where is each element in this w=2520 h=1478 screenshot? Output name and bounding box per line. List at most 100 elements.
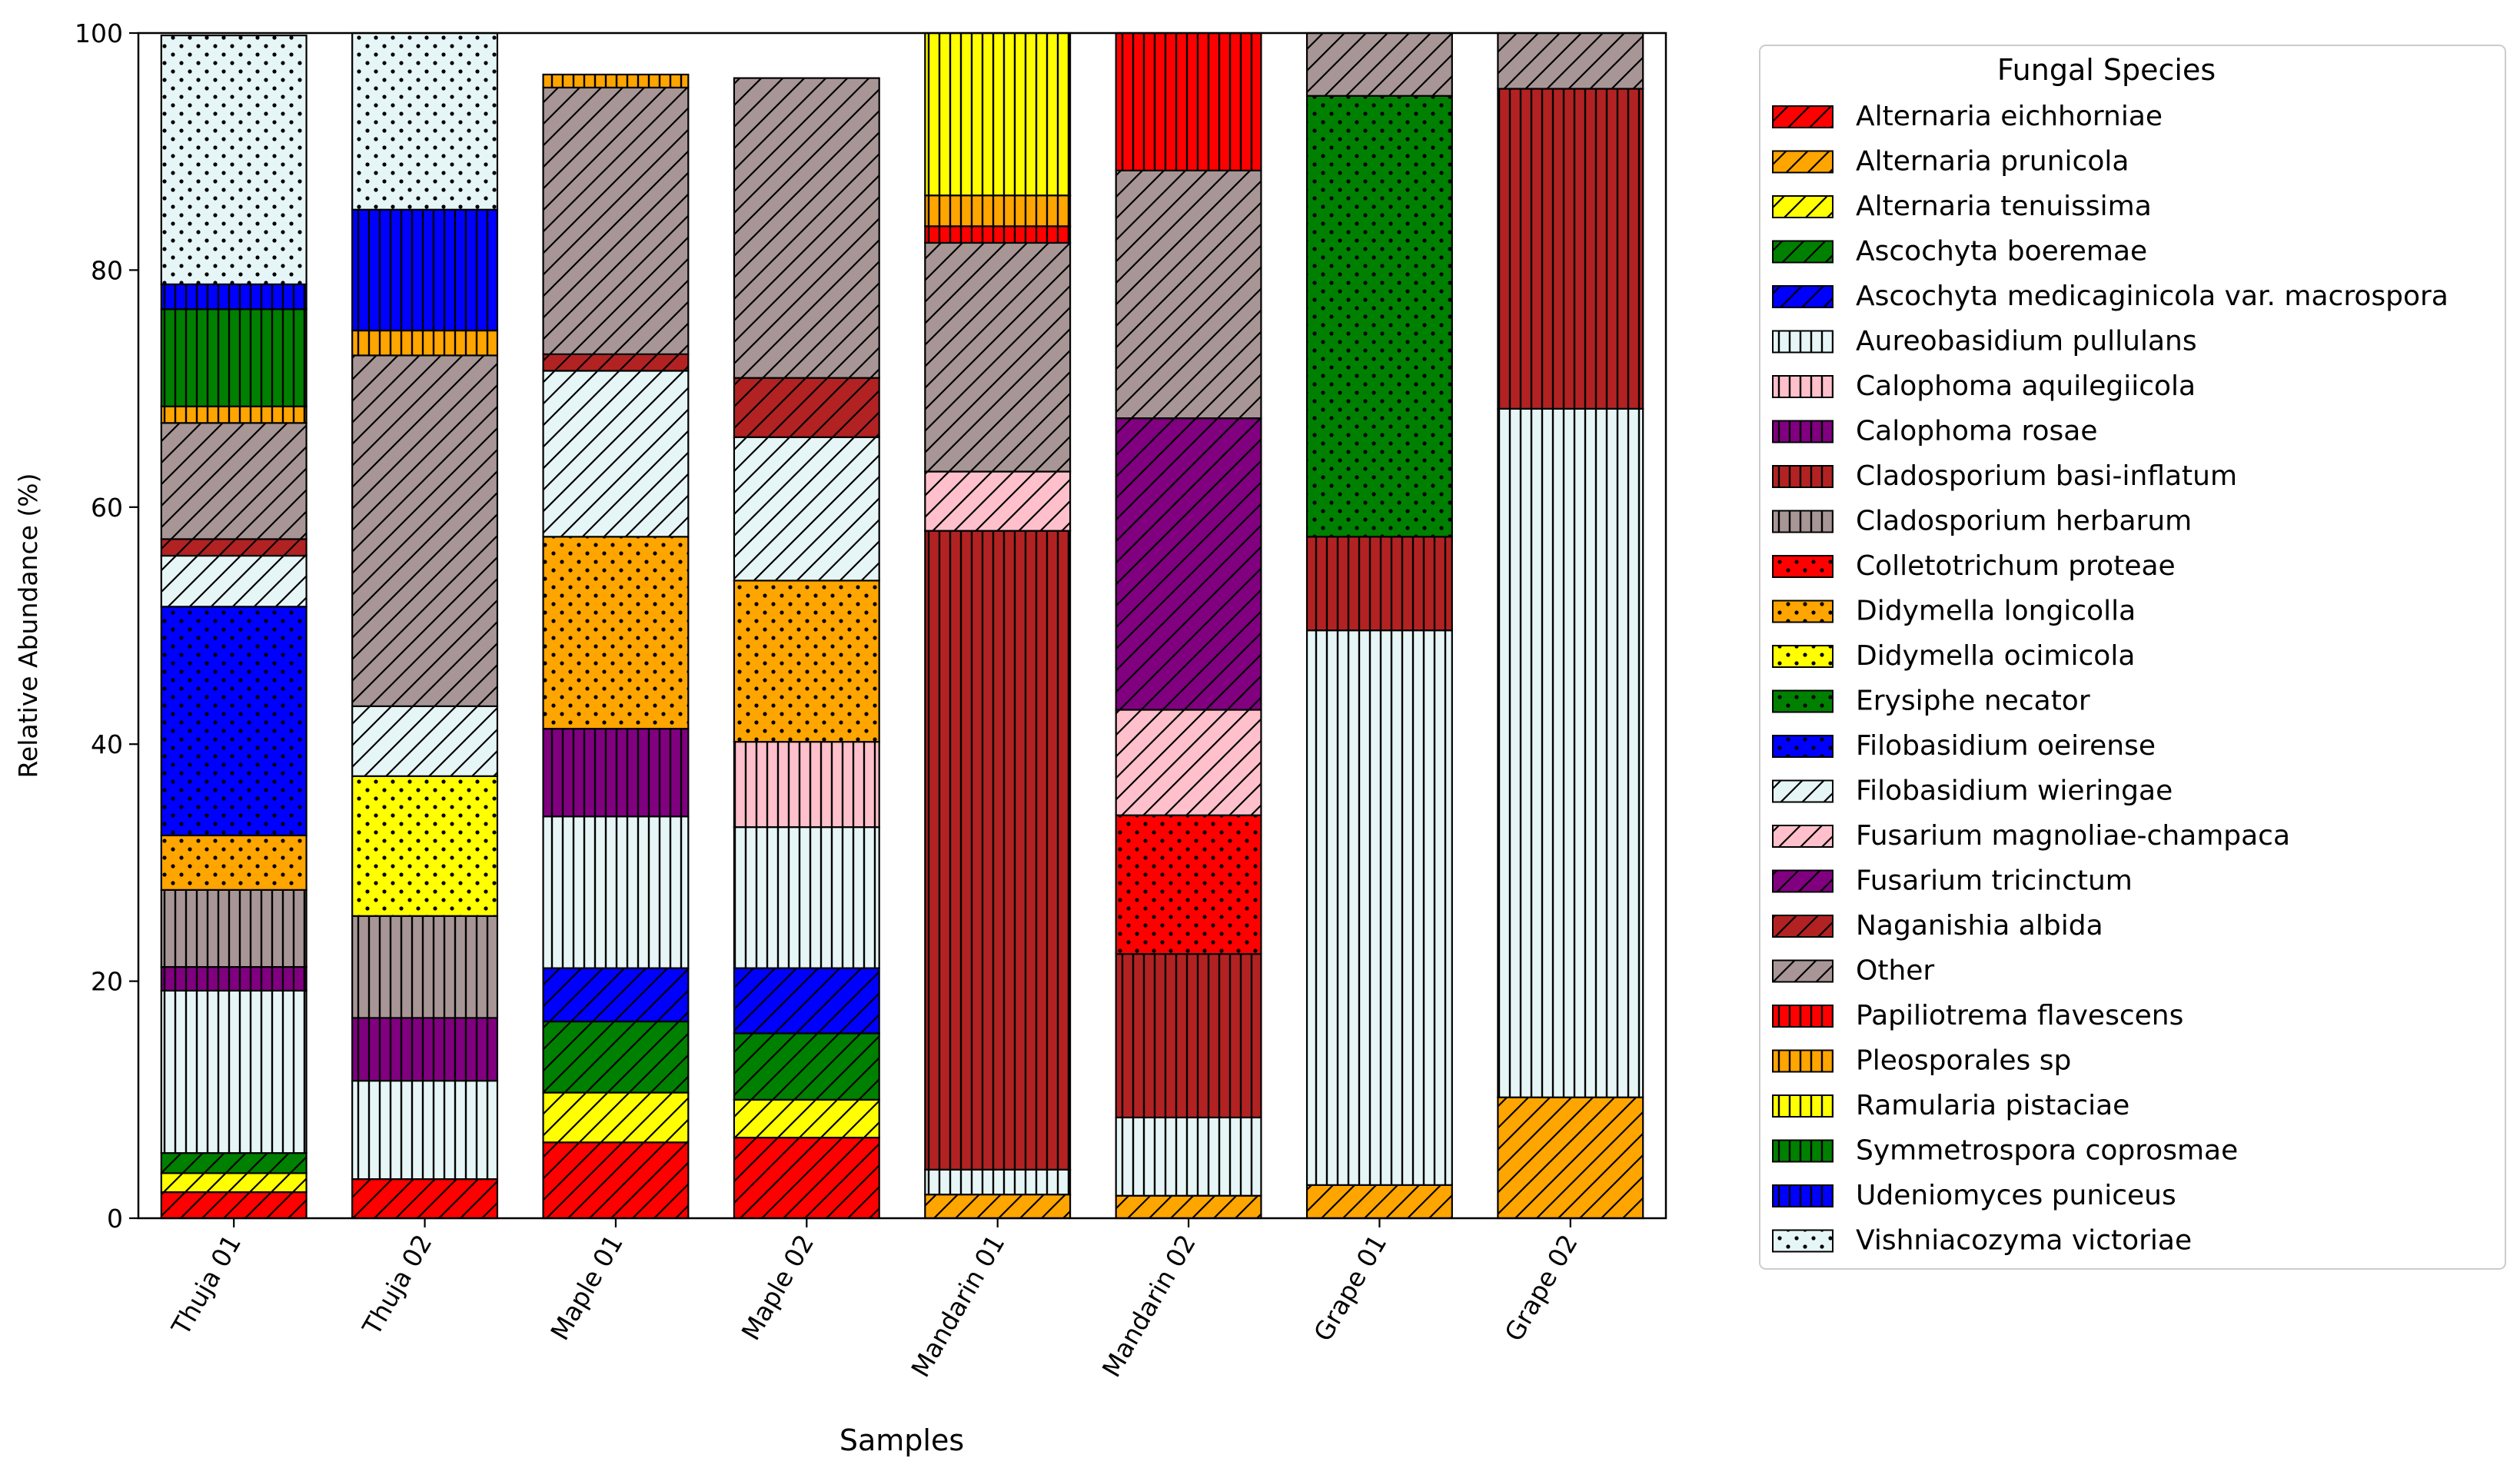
bar-segment-maple-02-calophoma-aquilegiicola xyxy=(733,741,880,829)
legend-swatch xyxy=(1772,465,1833,488)
legend-swatch xyxy=(1772,1139,1833,1163)
legend-label: Erysiphe necator xyxy=(1856,686,2090,717)
bar-segment-mandarin-01-aureobasidium-pullulans xyxy=(924,1168,1072,1196)
legend-label: Fusarium tricinctum xyxy=(1856,865,2133,897)
legend-swatch xyxy=(1772,689,1833,713)
bar-segment-mandarin-01-cladosporium-basi-inflatum xyxy=(924,530,1072,1171)
legend-item-cladosporium-herbarum: Cladosporium herbarum xyxy=(1772,506,2192,537)
bar-segment-thuja-02-filobasidium-wieringae xyxy=(351,705,499,777)
x-tick-label-maple-01: Maple 01 xyxy=(544,1230,629,1346)
legend-item-vishniacozyma-victoriae: Vishniacozyma victoriae xyxy=(1772,1225,2192,1257)
legend-swatch xyxy=(1772,1184,1833,1207)
bar-segment-grape-02-aureobasidium-pullulans xyxy=(1497,407,1644,1098)
bar-segment-mandarin-01-alternaria-prunicola xyxy=(924,1194,1072,1220)
legend-label: Naganishia albida xyxy=(1856,910,2103,942)
bar-segment-maple-02-other xyxy=(733,77,880,379)
legend-swatch xyxy=(1772,330,1833,354)
legend-item-cladosporium-basi-inflatum: Cladosporium basi-inflatum xyxy=(1772,460,2237,492)
bar-segment-maple-01-aureobasidium-pullulans xyxy=(542,815,690,969)
legend-item-fusarium-magnoliae-champaca: Fusarium magnoliae-champaca xyxy=(1772,820,2290,852)
bar-segment-mandarin-01-pleosporales-sp xyxy=(924,194,1072,228)
legend-swatch xyxy=(1772,1005,1833,1028)
plot-frame xyxy=(137,32,1667,1220)
legend-item-other: Other xyxy=(1772,955,1934,987)
legend-item-udeniomyces-puniceus: Udeniomyces puniceus xyxy=(1772,1180,2176,1211)
bar-segment-mandarin-01-papiliotrema-flavescens xyxy=(924,225,1072,244)
bar-stack-mandarin-01 xyxy=(924,32,1072,1220)
legend-swatch xyxy=(1772,510,1833,533)
legend-label: Symmetrospora coprosmae xyxy=(1856,1135,2238,1167)
x-tick-label-mandarin-02: Mandarin 02 xyxy=(1096,1230,1202,1383)
bar-segment-mandarin-02-cladosporium-basi-inflatum xyxy=(1115,953,1262,1119)
legend-swatch xyxy=(1772,195,1833,218)
bar-segment-mandarin-02-aureobasidium-pullulans xyxy=(1115,1116,1262,1197)
x-tick-label-maple-02: Maple 02 xyxy=(736,1230,820,1346)
legend-swatch xyxy=(1772,1229,1833,1253)
legend-swatch xyxy=(1772,825,1833,848)
y-tick-label: 100 xyxy=(75,18,123,48)
bar-segment-grape-01-aureobasidium-pullulans xyxy=(1305,629,1453,1186)
legend-label: Vishniacozyma victoriae xyxy=(1856,1225,2192,1257)
legend-item-calophoma-rosae: Calophoma rosae xyxy=(1772,416,2098,447)
legend-swatch xyxy=(1772,375,1833,398)
x-axis: Thuja 01 Thuja 02 Maple 01 Maple 02 Mandarin… xyxy=(165,1218,1584,1382)
bar-segment-maple-01-alternaria-tenuissima xyxy=(542,1091,690,1144)
legend-swatch xyxy=(1772,105,1833,128)
bar-segment-mandarin-01-ramularia-pistaciae xyxy=(924,32,1072,197)
bar-segment-maple-01-didymella-longicolla xyxy=(542,536,690,730)
legend-label: Papiliotrema flavescens xyxy=(1856,1000,2183,1031)
bar-segment-maple-01-ascochyta-boeremae xyxy=(542,1020,690,1094)
legend-item-pleosporales-sp: Pleosporales sp xyxy=(1772,1045,2071,1077)
bar-segment-thuja-01-udeniomyces-puniceus xyxy=(160,283,308,311)
bar-stack-mandarin-02 xyxy=(1115,32,1262,1220)
legend-item-alternaria-prunicola: Alternaria prunicola xyxy=(1772,146,2129,178)
legend-label: Ascochyta boeremae xyxy=(1856,236,2147,267)
bar-stack-grape-02 xyxy=(1497,32,1644,1220)
x-tick-label-thuja-02: Thuja 02 xyxy=(356,1230,437,1341)
legend-label: Ascochyta medicaginicola var. macrospora xyxy=(1856,281,2449,312)
legend-label: Ramularia pistaciae xyxy=(1856,1090,2129,1121)
legend-swatch xyxy=(1772,959,1833,983)
bar-stack-maple-01 xyxy=(542,73,690,1220)
bar-segment-thuja-02-aureobasidium-pullulans xyxy=(351,1080,499,1181)
legend-swatch xyxy=(1772,150,1833,174)
legend-item-naganishia-albida: Naganishia albida xyxy=(1772,910,2103,942)
bar-segment-thuja-02-cladosporium-herbarum xyxy=(351,915,499,1019)
bar-segment-thuja-02-didymella-ocimicola xyxy=(351,775,499,917)
bar-segment-maple-01-calophoma-rosae xyxy=(542,728,690,818)
legend-item-ramularia-pistaciae: Ramularia pistaciae xyxy=(1772,1090,2129,1121)
legend-swatch xyxy=(1772,1049,1833,1073)
legend-label: Pleosporales sp xyxy=(1856,1045,2071,1077)
bar-segment-mandarin-02-papiliotrema-flavescens xyxy=(1115,32,1262,171)
legend-label: Didymella longicolla xyxy=(1856,596,2136,627)
bar-segment-maple-02-alternaria-tenuissima xyxy=(733,1098,880,1139)
bar-segment-maple-01-alternaria-eichhorniae xyxy=(542,1141,690,1220)
bar-segment-thuja-02-calophoma-rosae xyxy=(351,1017,499,1082)
legend-label: Calophoma aquilegiicola xyxy=(1856,370,2196,402)
bar-segment-thuja-01-ascochyta-boeremae xyxy=(160,1152,308,1174)
y-tick-label: 20 xyxy=(91,967,123,997)
legend: Fungal Species Alternaria eichhorniaeAlt… xyxy=(1759,45,2506,1270)
legend-swatch xyxy=(1772,779,1833,803)
bar-segment-grape-02-other xyxy=(1497,32,1644,90)
bar-segment-maple-01-filobasidium-wieringae xyxy=(542,370,690,538)
legend-label: Alternaria tenuissima xyxy=(1856,191,2152,222)
bar-segment-maple-01-ascochyta-medicaginicola-var-macrospora xyxy=(542,967,690,1023)
legend-item-symmetrospora-coprosmae: Symmetrospora coprosmae xyxy=(1772,1135,2238,1167)
bar-segment-mandarin-02-fusarium-magnoliae-champaca xyxy=(1115,709,1262,816)
bar-segment-thuja-02-other xyxy=(351,354,499,707)
bar-segment-grape-01-erysiphe-necator xyxy=(1305,95,1453,538)
legend-swatch xyxy=(1772,1094,1833,1118)
x-axis-label: Samples xyxy=(839,1423,964,1457)
legend-label: Udeniomyces puniceus xyxy=(1856,1180,2176,1211)
legend-item-ascochyta-medicaginicola-var-macrospora: Ascochyta medicaginicola var. macrospora xyxy=(1772,281,2449,312)
legend-item-calophoma-aquilegiicola: Calophoma aquilegiicola xyxy=(1772,370,2196,402)
legend-label: Other xyxy=(1856,955,1934,987)
bar-segment-thuja-01-other xyxy=(160,422,308,540)
bar-segment-thuja-01-aureobasidium-pullulans xyxy=(160,989,308,1154)
legend-label: Colletotrichum proteae xyxy=(1856,550,2176,582)
legend-swatch xyxy=(1772,735,1833,758)
legend-item-alternaria-eichhorniae: Alternaria eichhorniae xyxy=(1772,101,2163,132)
legend-label: Fusarium magnoliae-champaca xyxy=(1856,820,2290,852)
bar-segment-maple-02-ascochyta-boeremae xyxy=(733,1032,880,1101)
